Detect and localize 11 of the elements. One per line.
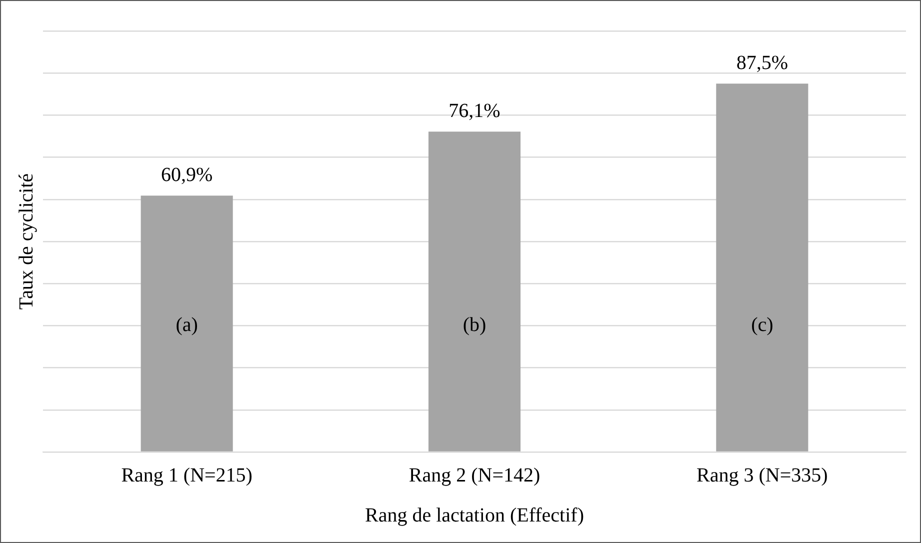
x-tick-label: Rang 2 (N=142) — [408, 464, 540, 486]
annotation: (c) — [751, 314, 774, 336]
y-axis-title: Taux de cyclicité — [15, 173, 38, 310]
x-tick-label: Rang 1 (N=215) — [121, 464, 252, 486]
annotation: (a) — [176, 314, 198, 336]
data-label: 60,9% — [160, 164, 213, 186]
data-label: 76,1% — [448, 100, 500, 122]
data-label: 87,5% — [736, 52, 788, 74]
annotation: (b) — [462, 314, 486, 336]
x-tick-label: Rang 3 (N=335) — [696, 464, 828, 486]
x-axis-title: Rang de lactation (Effectif) — [365, 504, 584, 526]
